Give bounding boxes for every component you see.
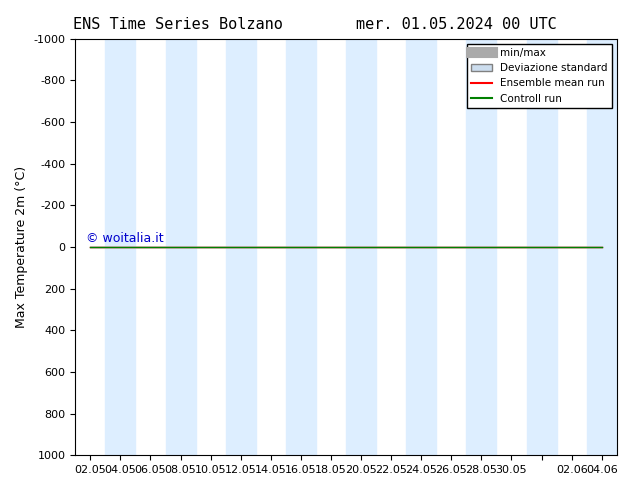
- Bar: [526, 39, 557, 455]
- Bar: [346, 39, 376, 455]
- Text: mer. 01.05.2024 00 UTC: mer. 01.05.2024 00 UTC: [356, 17, 557, 32]
- Legend: min/max, Deviazione standard, Ensemble mean run, Controll run: min/max, Deviazione standard, Ensemble m…: [467, 44, 612, 108]
- Text: ENS Time Series Bolzano: ENS Time Series Bolzano: [72, 17, 283, 32]
- Bar: [105, 39, 136, 455]
- Bar: [286, 39, 316, 455]
- Bar: [586, 39, 617, 455]
- Y-axis label: Max Temperature 2m (°C): Max Temperature 2m (°C): [15, 166, 28, 328]
- Text: © woitalia.it: © woitalia.it: [86, 232, 164, 245]
- Bar: [226, 39, 256, 455]
- Bar: [467, 39, 496, 455]
- Bar: [165, 39, 196, 455]
- Bar: [406, 39, 436, 455]
